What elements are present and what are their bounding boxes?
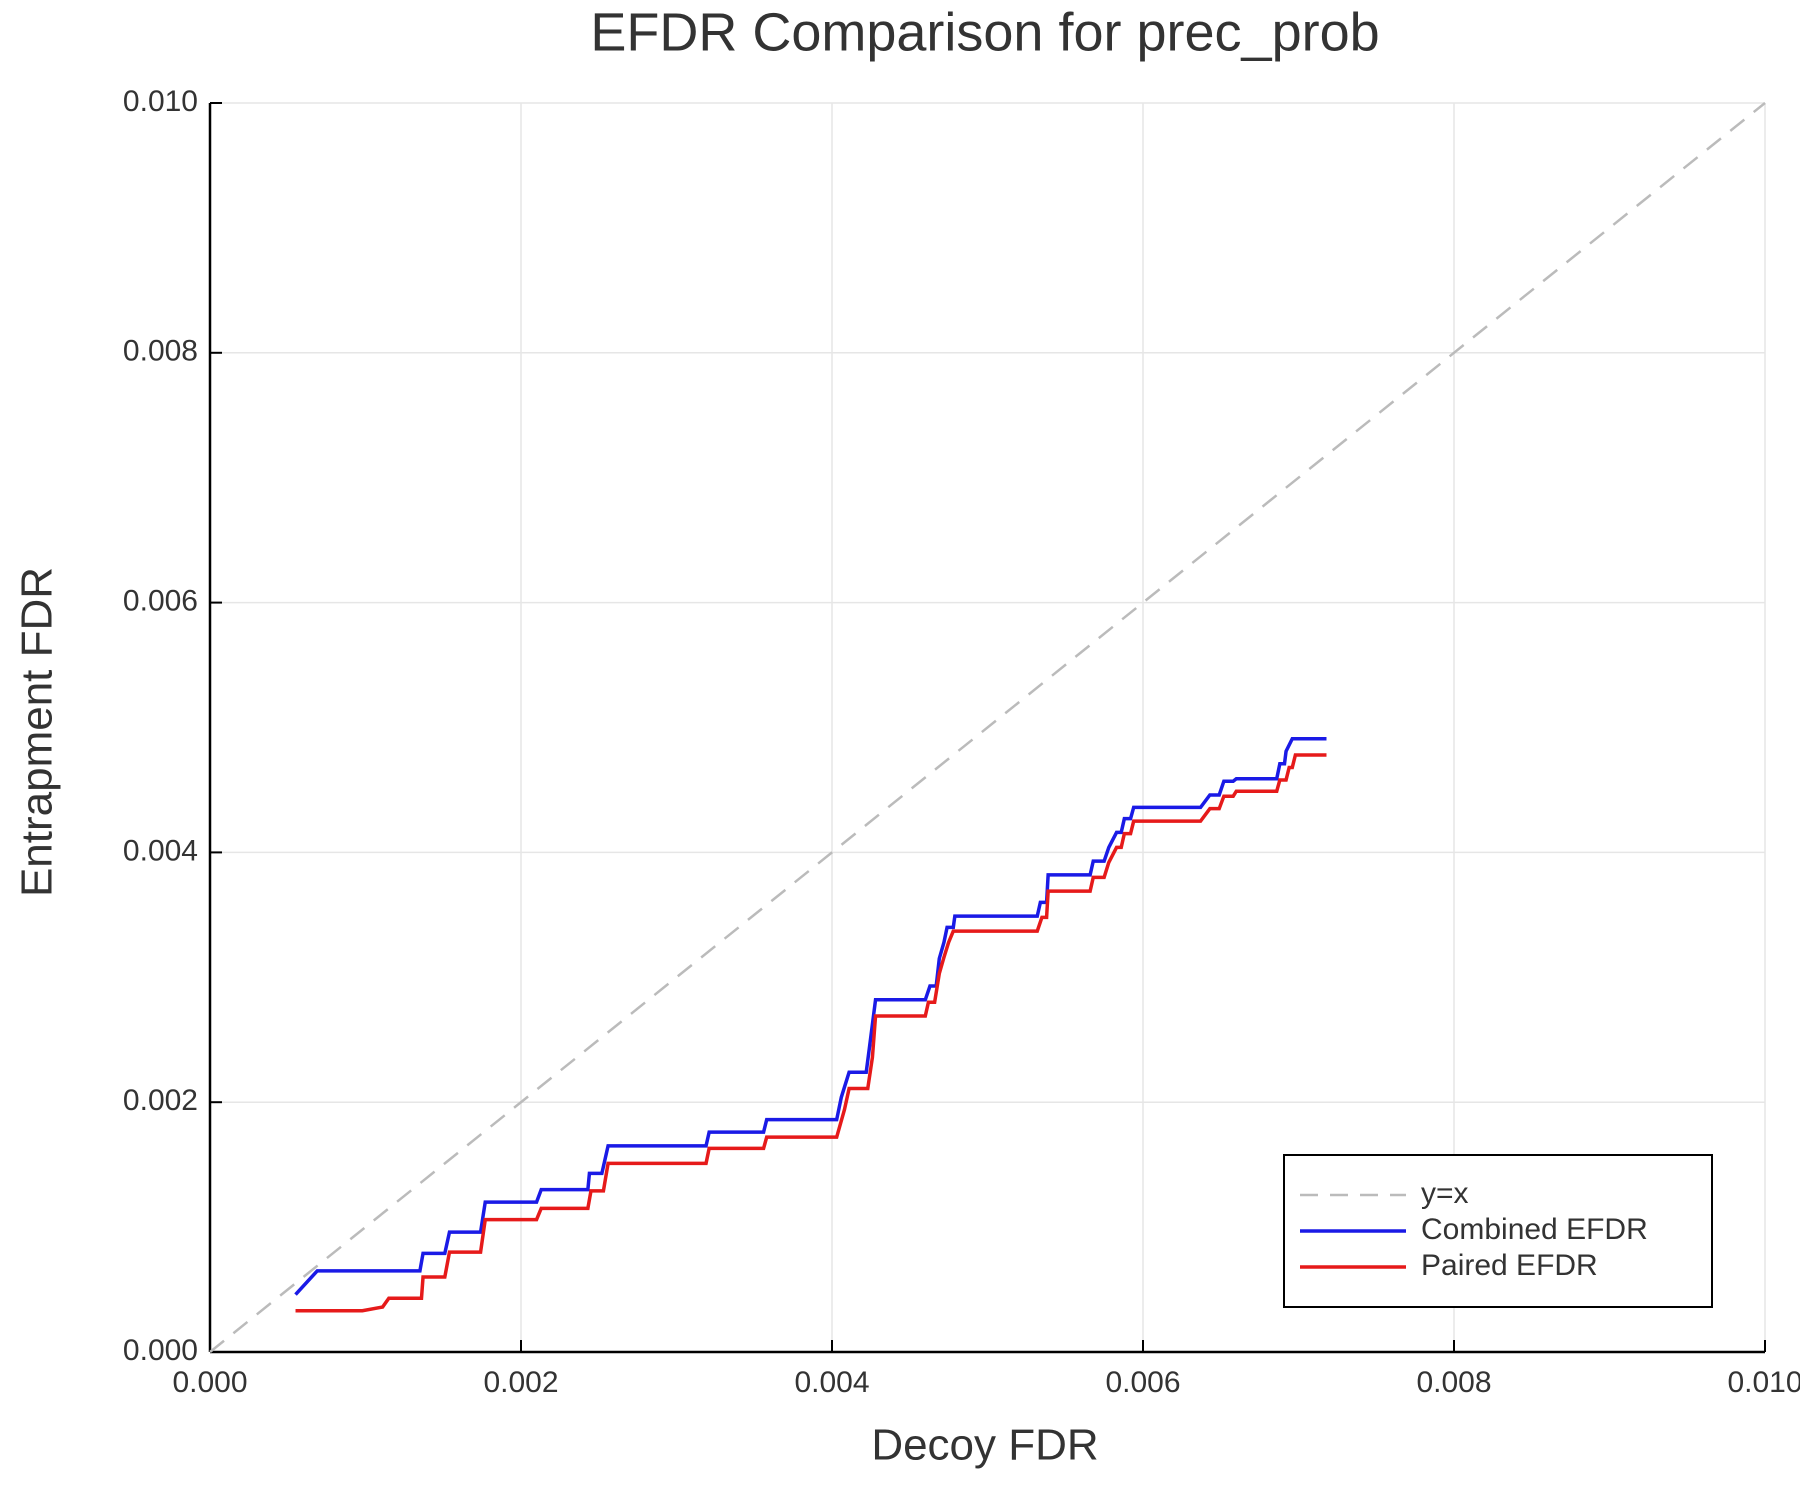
x-tick-label: 0.000	[172, 1366, 247, 1399]
y-tick-label: 0.010	[123, 85, 198, 118]
y-tick-label: 0.000	[123, 1334, 198, 1367]
y-tick-label: 0.006	[123, 585, 198, 618]
x-tick-label: 0.008	[1416, 1366, 1491, 1399]
x-axis-label: Decoy FDR	[871, 1421, 1098, 1470]
series-line	[294, 736, 1327, 1296]
y-tick-label: 0.002	[123, 1084, 198, 1117]
y-tick-label: 0.004	[123, 834, 198, 867]
series-line	[295, 753, 1327, 1313]
x-tick-label: 0.010	[1727, 1366, 1800, 1399]
series-line	[209, 102, 1766, 1353]
legend-label: y=x	[1421, 1177, 1469, 1210]
x-tick-label: 0.002	[483, 1366, 558, 1399]
y-axis-label: Entrapment FDR	[13, 567, 62, 897]
legend-label: Paired EFDR	[1421, 1249, 1598, 1282]
chart-title: EFDR Comparison for prec_prob	[590, 2, 1379, 62]
legend-label: Combined EFDR	[1421, 1213, 1648, 1246]
x-tick-label: 0.006	[1105, 1366, 1180, 1399]
y-tick-label: 0.008	[123, 335, 198, 368]
x-tick-label: 0.004	[794, 1366, 869, 1399]
